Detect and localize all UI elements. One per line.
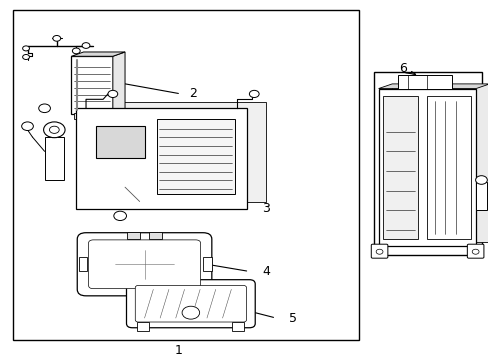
Circle shape	[22, 54, 29, 59]
FancyBboxPatch shape	[77, 233, 211, 296]
Text: 4: 4	[262, 265, 270, 278]
Circle shape	[249, 90, 259, 98]
Text: 6: 6	[398, 62, 406, 75]
Circle shape	[182, 306, 199, 319]
Bar	[383, 96, 417, 239]
Bar	[96, 126, 144, 158]
FancyBboxPatch shape	[135, 285, 246, 322]
Polygon shape	[71, 52, 125, 56]
Circle shape	[49, 126, 59, 134]
FancyBboxPatch shape	[126, 280, 255, 328]
Circle shape	[108, 90, 118, 98]
Circle shape	[39, 104, 50, 113]
Circle shape	[475, 176, 487, 184]
Circle shape	[114, 211, 126, 221]
Bar	[373, 72, 482, 255]
Circle shape	[82, 42, 90, 48]
FancyBboxPatch shape	[370, 244, 387, 258]
Bar	[232, 322, 244, 331]
Circle shape	[21, 122, 33, 131]
Polygon shape	[378, 84, 488, 89]
Bar	[397, 75, 451, 89]
Circle shape	[375, 249, 382, 254]
FancyBboxPatch shape	[88, 240, 200, 289]
Bar	[149, 232, 161, 239]
Bar	[137, 322, 149, 331]
Text: 1: 1	[174, 344, 182, 357]
Polygon shape	[113, 52, 125, 114]
Bar	[74, 113, 81, 119]
Text: 2: 2	[189, 87, 197, 100]
Circle shape	[43, 122, 65, 138]
Polygon shape	[96, 102, 266, 202]
Bar	[378, 89, 475, 246]
Bar	[203, 257, 211, 271]
Bar	[157, 119, 234, 194]
Bar	[103, 113, 110, 119]
Bar	[71, 56, 113, 114]
Bar	[475, 182, 486, 211]
Bar	[127, 232, 140, 239]
Circle shape	[72, 48, 80, 54]
Circle shape	[22, 46, 29, 51]
Bar	[44, 137, 64, 180]
Polygon shape	[391, 84, 488, 242]
Bar	[427, 96, 470, 239]
Circle shape	[471, 249, 478, 254]
Bar	[13, 10, 358, 339]
Bar	[79, 257, 87, 271]
Text: 3: 3	[262, 202, 270, 215]
FancyBboxPatch shape	[467, 244, 483, 258]
Text: 5: 5	[289, 311, 297, 325]
Circle shape	[53, 36, 61, 41]
Bar	[76, 108, 246, 209]
